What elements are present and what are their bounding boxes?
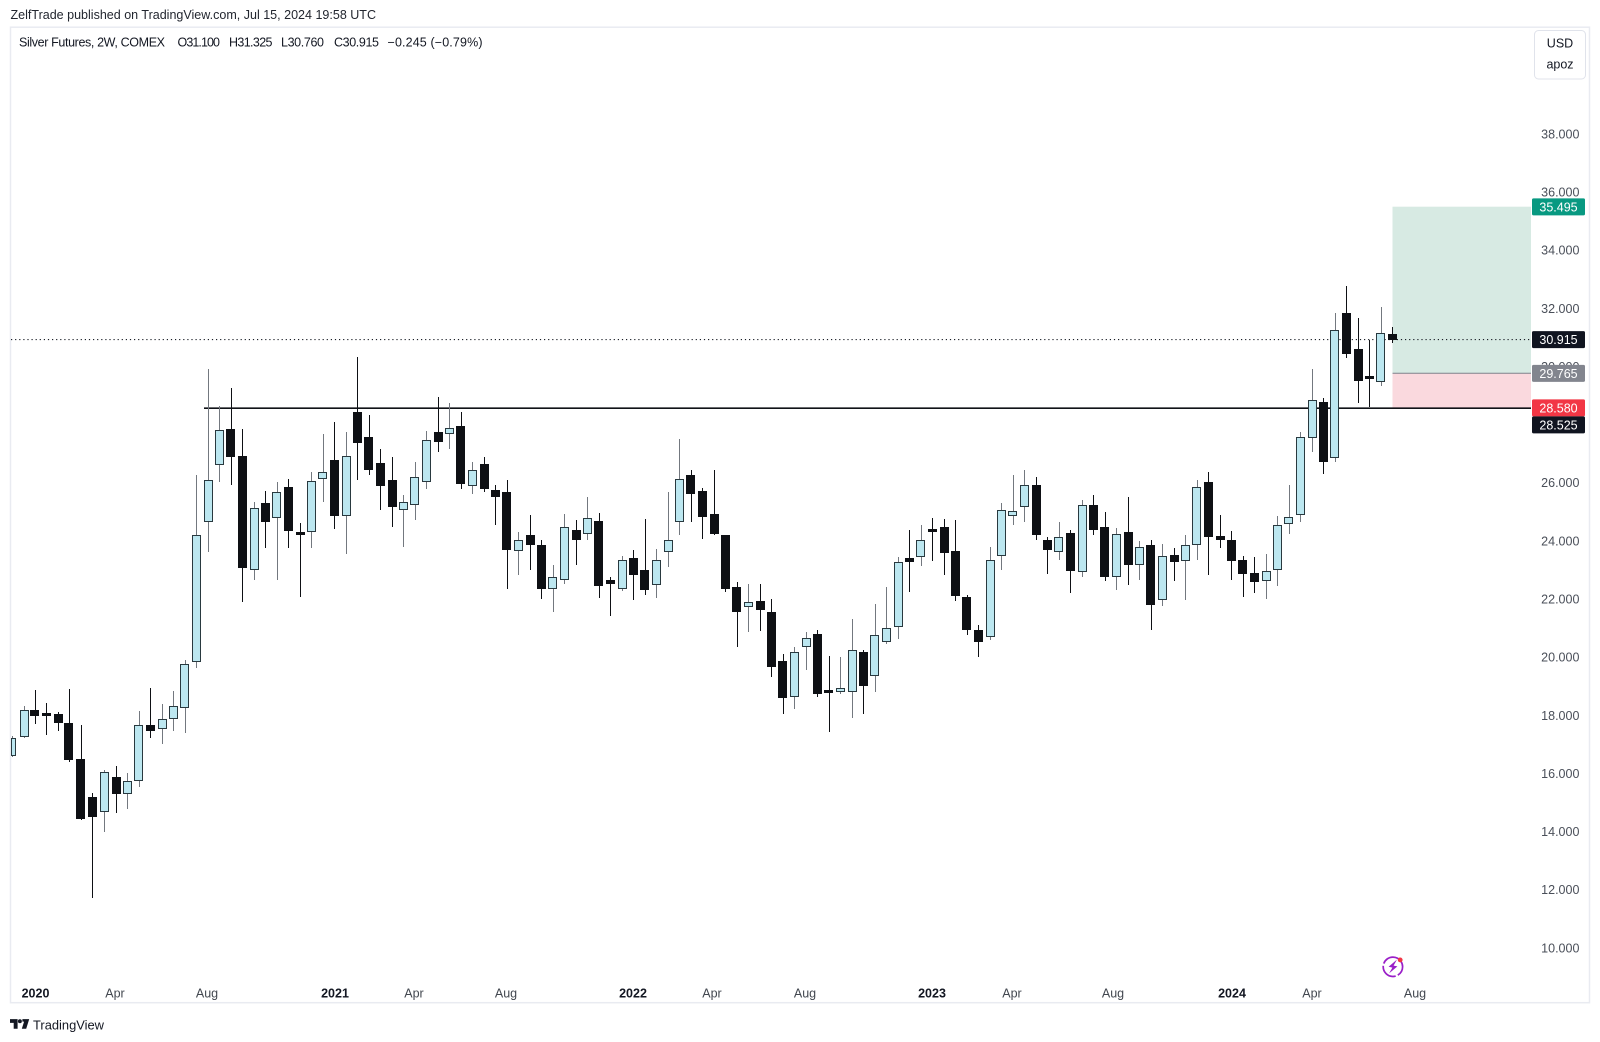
svg-text:2024: 2024 (1218, 987, 1246, 1001)
svg-text:14.000: 14.000 (1541, 825, 1579, 839)
svg-text:22.000: 22.000 (1541, 593, 1579, 607)
svg-text:Aug: Aug (1404, 987, 1426, 1001)
svg-text:38.000: 38.000 (1541, 127, 1579, 141)
svg-text:28.580: 28.580 (1539, 401, 1577, 415)
svg-text:L30.760: L30.760 (281, 36, 324, 50)
svg-text:C30.915: C30.915 (334, 36, 379, 50)
svg-text:TradingView: TradingView (33, 1018, 105, 1033)
svg-text:2022: 2022 (619, 987, 647, 1001)
svg-text:10.000: 10.000 (1541, 941, 1579, 955)
svg-text:Apr: Apr (702, 987, 721, 1001)
svg-text:−0.245 (−0.79%): −0.245 (−0.79%) (388, 36, 483, 50)
svg-text:Aug: Aug (196, 987, 218, 1001)
svg-text:Aug: Aug (794, 987, 816, 1001)
svg-text:30.915: 30.915 (1539, 333, 1577, 347)
svg-text:Silver Futures, 2W, COMEX: Silver Futures, 2W, COMEX (19, 36, 166, 50)
svg-text:Apr: Apr (1002, 987, 1021, 1001)
svg-text:35.495: 35.495 (1539, 200, 1577, 214)
svg-text:24.000: 24.000 (1541, 534, 1579, 548)
svg-text:32.000: 32.000 (1541, 302, 1579, 316)
svg-text:apoz: apoz (1546, 58, 1573, 72)
svg-text:Apr: Apr (404, 987, 423, 1001)
svg-text:29.765: 29.765 (1539, 367, 1577, 381)
svg-text:Apr: Apr (1302, 987, 1321, 1001)
svg-text:12.000: 12.000 (1541, 883, 1579, 897)
svg-text:Aug: Aug (495, 987, 517, 1001)
svg-text:2021: 2021 (321, 987, 349, 1001)
svg-text:USD: USD (1547, 37, 1573, 51)
svg-text:20.000: 20.000 (1541, 651, 1579, 665)
svg-text:ZelfTrade published on Trading: ZelfTrade published on TradingView.com, … (11, 8, 377, 22)
svg-text:28.525: 28.525 (1539, 418, 1577, 432)
svg-text:18.000: 18.000 (1541, 709, 1579, 723)
svg-text:16.000: 16.000 (1541, 767, 1579, 781)
svg-text:Aug: Aug (1102, 987, 1124, 1001)
svg-text:2023: 2023 (918, 987, 946, 1001)
svg-text:O31.100: O31.100 (178, 36, 221, 50)
svg-text:36.000: 36.000 (1541, 186, 1579, 200)
svg-text:2020: 2020 (22, 987, 50, 1001)
svg-text:H31.325: H31.325 (229, 36, 273, 50)
svg-text:34.000: 34.000 (1541, 244, 1579, 258)
svg-text:26.000: 26.000 (1541, 476, 1579, 490)
svg-text:Apr: Apr (105, 987, 124, 1001)
